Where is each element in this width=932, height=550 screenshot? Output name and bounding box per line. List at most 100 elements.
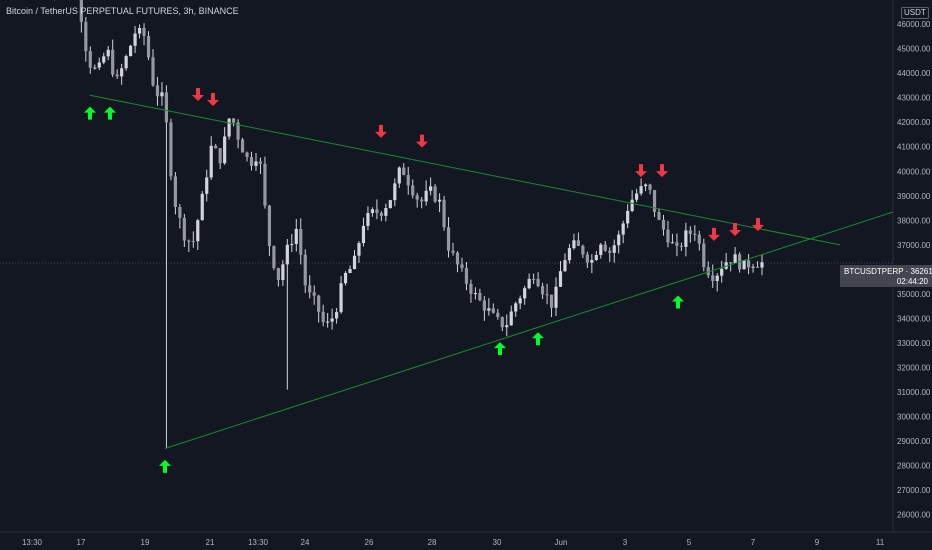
candle-body [473,293,478,295]
candle-body [514,303,518,312]
candle-body [693,233,697,235]
candle-body [733,254,737,264]
candle-body [227,118,231,137]
candle-body [621,223,625,235]
candle-body [711,275,715,282]
candle-body [532,278,536,280]
candle-body [679,245,683,247]
candle-body [397,167,401,184]
candle-body [567,248,572,261]
x-tick-label: 19 [141,538,150,547]
y-tick-label: 38000.00 [897,216,931,225]
support-up-arrow [159,459,171,473]
candle-body [751,266,755,268]
candle-body [742,260,746,270]
candle-body [263,163,267,206]
candle-body [420,199,424,202]
y-tick-label: 45000.00 [897,45,931,54]
candle-body [146,35,151,58]
candle-body [124,56,128,69]
candle-body [348,269,352,273]
resistance-down-arrow [752,218,764,232]
candle-body [469,283,473,294]
candle-body [491,308,495,313]
candle-body [357,243,361,256]
candle-body [285,244,289,265]
currency-label[interactable]: USDT [901,7,929,19]
candle-body [343,272,348,284]
candle-body [455,252,460,265]
candle-body [429,186,433,191]
candle-body [684,230,688,247]
candle-body [267,205,272,247]
candle-body [384,208,388,216]
candle-body [169,122,173,177]
candle-body [326,321,330,323]
candle-body [702,243,706,268]
x-tick-label: 13:30 [22,538,43,547]
candle-body [617,234,621,246]
x-tick-label: 30 [493,538,502,547]
candle-body [209,145,213,178]
candle-body [388,200,392,209]
badge-countdown: 02:44:20 [896,277,928,286]
candle-body [155,85,160,97]
candle-body [661,219,666,230]
candle-body [281,264,285,280]
candle-body [415,195,419,200]
candle-body [133,33,137,46]
candle-body [706,267,710,276]
candle-body [608,250,612,253]
resistance-down-arrow [656,164,668,178]
resistance-down-arrow [708,227,720,241]
candle-body [487,308,491,311]
candle-body [688,230,692,234]
candle-body [258,161,263,164]
trendline-lower [164,211,894,449]
candle-body [231,118,236,123]
candle-body [496,312,500,317]
candle-body [120,68,124,77]
y-tick-label: 35000.00 [897,290,931,299]
candle-body [666,229,670,243]
y-tick-label: 33000.00 [897,339,931,348]
candle-body [379,212,383,216]
candle-body [164,92,169,123]
support-up-arrow [104,106,116,120]
candle-body [518,298,522,304]
x-tick-label: 26 [365,538,374,547]
candle-body [433,186,437,202]
candle-body [129,45,133,57]
y-tick-label: 46000.00 [897,20,931,29]
candle-body [93,67,97,69]
candle-body [200,193,204,221]
candle-body [652,189,657,212]
resistance-down-arrow [416,134,428,148]
candle-body [236,122,240,140]
candle-body [715,275,719,282]
candle-body [554,286,558,308]
y-tick-label: 43000.00 [897,94,931,103]
x-tick-label: 11 [876,538,885,547]
candle-body [603,244,607,251]
badge-symbol: BTCUSDTPERP [844,267,904,276]
candle-body [500,316,504,328]
candle-body [375,209,379,213]
candle-body [755,266,760,268]
candle-body [151,57,155,86]
y-tick-label: 41000.00 [897,143,931,152]
candle-body [111,49,115,75]
y-tick-label: 44000.00 [897,69,931,78]
candle-body [173,176,177,207]
candle-body [697,234,701,244]
candle-body [178,206,182,218]
x-tick-label: 5 [687,538,692,547]
candle-body [545,294,549,296]
candle-body [205,177,209,194]
candle-body [160,92,164,97]
last-price-badge: BTCUSDTPERP · 36261.21 02:44:20 [840,265,932,287]
y-tick-label: 27000.00 [897,486,931,495]
candle-body [523,288,527,299]
candle-body [393,183,397,201]
